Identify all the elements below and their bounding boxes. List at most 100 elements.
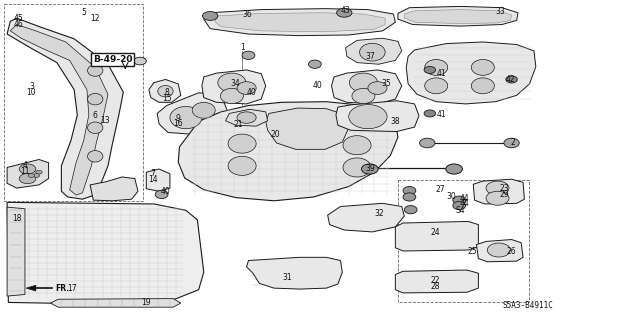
- Ellipse shape: [349, 73, 378, 92]
- Ellipse shape: [170, 107, 202, 129]
- Ellipse shape: [343, 158, 371, 177]
- Ellipse shape: [19, 164, 36, 174]
- Polygon shape: [346, 38, 402, 64]
- Polygon shape: [336, 101, 419, 131]
- Polygon shape: [396, 270, 478, 293]
- Ellipse shape: [237, 82, 256, 94]
- Text: 8: 8: [164, 88, 169, 97]
- Text: 39: 39: [365, 164, 374, 173]
- Text: 41: 41: [436, 110, 446, 119]
- Text: 28: 28: [430, 282, 440, 291]
- Text: 44: 44: [460, 199, 469, 208]
- Text: FR.: FR.: [55, 284, 69, 293]
- Ellipse shape: [337, 8, 352, 17]
- Text: 19: 19: [141, 298, 151, 307]
- Ellipse shape: [362, 164, 378, 174]
- Text: 36: 36: [243, 10, 252, 19]
- Ellipse shape: [424, 66, 436, 73]
- Text: 30: 30: [447, 192, 456, 202]
- Text: 43: 43: [340, 6, 351, 15]
- Polygon shape: [204, 9, 396, 36]
- Ellipse shape: [360, 43, 385, 61]
- Text: 17: 17: [67, 284, 77, 293]
- Text: 40: 40: [161, 187, 170, 196]
- Ellipse shape: [158, 85, 173, 97]
- Text: 9: 9: [176, 114, 180, 123]
- Polygon shape: [332, 70, 402, 104]
- Text: 15: 15: [162, 94, 172, 103]
- Text: 11: 11: [20, 167, 29, 176]
- Text: 21: 21: [234, 120, 243, 129]
- Text: 32: 32: [374, 209, 383, 218]
- Text: 3: 3: [29, 82, 34, 91]
- Ellipse shape: [504, 138, 519, 148]
- Polygon shape: [178, 102, 398, 201]
- Text: 44: 44: [460, 194, 469, 203]
- Text: 20: 20: [271, 130, 280, 139]
- Ellipse shape: [352, 88, 375, 104]
- Text: 14: 14: [148, 175, 157, 184]
- Polygon shape: [202, 70, 266, 104]
- Ellipse shape: [403, 187, 416, 195]
- Text: 45: 45: [13, 14, 24, 23]
- Text: 10: 10: [26, 88, 36, 97]
- Polygon shape: [149, 79, 180, 102]
- Polygon shape: [266, 108, 349, 149]
- Polygon shape: [7, 160, 49, 188]
- Polygon shape: [7, 207, 25, 296]
- Text: 31: 31: [282, 273, 292, 282]
- Polygon shape: [7, 202, 204, 305]
- Text: 37: 37: [365, 52, 374, 61]
- Text: 1: 1: [240, 43, 244, 52]
- Ellipse shape: [471, 59, 494, 75]
- Ellipse shape: [237, 112, 256, 123]
- Text: 13: 13: [100, 116, 109, 125]
- Ellipse shape: [404, 205, 417, 214]
- Polygon shape: [157, 93, 227, 134]
- Bar: [398, 180, 529, 302]
- Polygon shape: [214, 13, 385, 32]
- Polygon shape: [225, 109, 268, 126]
- Polygon shape: [90, 177, 138, 201]
- Polygon shape: [246, 257, 342, 289]
- Text: 25: 25: [467, 247, 477, 256]
- Polygon shape: [26, 285, 36, 291]
- Text: 27: 27: [435, 185, 445, 194]
- Text: 34: 34: [231, 79, 241, 88]
- Ellipse shape: [425, 78, 448, 94]
- Polygon shape: [396, 221, 478, 251]
- Ellipse shape: [308, 60, 321, 68]
- Polygon shape: [328, 203, 404, 232]
- Ellipse shape: [36, 170, 42, 174]
- Text: B-49-20: B-49-20: [93, 55, 132, 64]
- Text: 16: 16: [173, 119, 183, 129]
- Text: 2: 2: [511, 137, 515, 146]
- Ellipse shape: [202, 11, 218, 20]
- Text: 12: 12: [90, 14, 100, 23]
- Ellipse shape: [228, 156, 256, 175]
- Bar: [4, 4, 143, 201]
- Polygon shape: [404, 10, 511, 24]
- Ellipse shape: [420, 138, 435, 148]
- Ellipse shape: [88, 65, 103, 76]
- Ellipse shape: [446, 164, 463, 174]
- Text: S4: S4: [456, 206, 465, 215]
- Ellipse shape: [220, 88, 243, 104]
- Text: 38: 38: [390, 117, 400, 126]
- Ellipse shape: [88, 93, 103, 105]
- Text: 24: 24: [430, 228, 440, 237]
- Ellipse shape: [486, 191, 509, 205]
- Ellipse shape: [28, 174, 35, 177]
- Ellipse shape: [33, 174, 40, 177]
- Text: 22: 22: [430, 276, 440, 285]
- Ellipse shape: [453, 201, 466, 210]
- Text: 35: 35: [381, 79, 391, 88]
- Ellipse shape: [368, 82, 387, 94]
- Ellipse shape: [349, 105, 387, 129]
- Text: 33: 33: [495, 7, 505, 16]
- Text: 46: 46: [13, 20, 24, 29]
- Ellipse shape: [487, 243, 510, 257]
- Ellipse shape: [403, 193, 416, 201]
- Ellipse shape: [506, 76, 517, 83]
- Text: 41: 41: [436, 69, 446, 78]
